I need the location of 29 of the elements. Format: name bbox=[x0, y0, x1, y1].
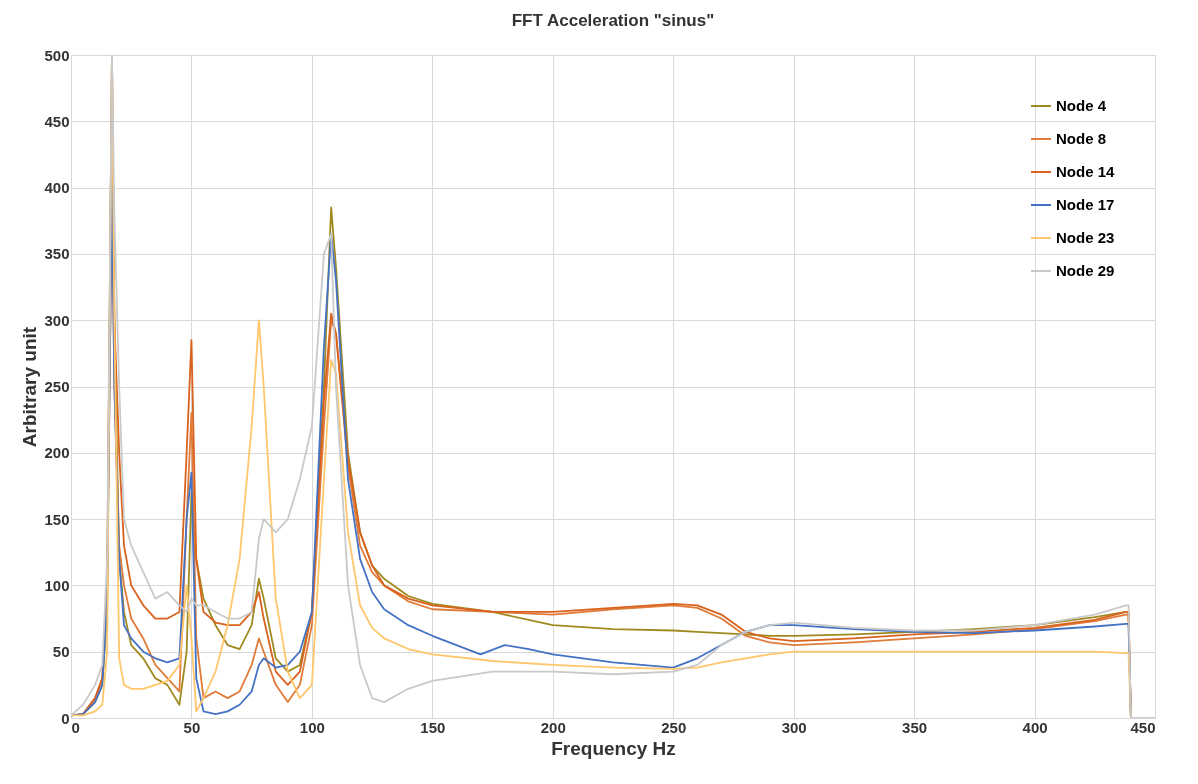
x-tick-label: 50 bbox=[183, 718, 201, 736]
chart-title: FFT Acceleration "sinus" bbox=[511, 11, 715, 30]
line-series bbox=[71, 55, 1155, 718]
legend-label: Node 8 bbox=[1056, 130, 1107, 147]
y-tick-label: 500 bbox=[44, 46, 70, 64]
y-tick-label: 400 bbox=[44, 179, 70, 197]
y-tick-label: 100 bbox=[44, 576, 70, 594]
y-tick-label: 300 bbox=[44, 311, 70, 329]
legend-label: Node 14 bbox=[1056, 163, 1116, 180]
x-tick-label: 450 bbox=[1130, 718, 1156, 736]
legend-label: Node 23 bbox=[1056, 229, 1115, 246]
y-tick-label: 250 bbox=[44, 378, 70, 395]
y-tick-label: 50 bbox=[52, 643, 70, 661]
x-tick-label: 150 bbox=[420, 718, 446, 736]
legend-label: Node 29 bbox=[1056, 262, 1115, 279]
x-tick-label: 200 bbox=[540, 718, 566, 736]
y-tick-label: 350 bbox=[44, 245, 70, 263]
y-tick-label: 200 bbox=[44, 444, 70, 462]
y-tick-label: 150 bbox=[44, 510, 70, 528]
x-tick-label: 400 bbox=[1022, 718, 1048, 736]
x-axis-title: Frequency Hz bbox=[551, 737, 676, 759]
legend-label: Node 4 bbox=[1056, 97, 1107, 114]
x-tick-label: 100 bbox=[299, 718, 325, 736]
x-tick-label: 300 bbox=[781, 718, 807, 736]
y-axis-title: Arbitrary unit bbox=[19, 326, 41, 448]
legend-label: Node 17 bbox=[1056, 196, 1115, 213]
y-tick-label: 450 bbox=[44, 112, 70, 130]
x-tick-label: 350 bbox=[902, 718, 928, 736]
x-tick-label: 250 bbox=[661, 718, 687, 736]
